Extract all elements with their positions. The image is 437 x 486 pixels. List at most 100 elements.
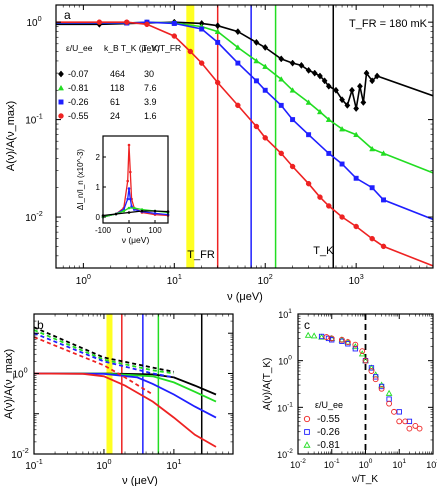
data-point [326,150,332,156]
y-tick-label: 100 [26,14,41,29]
inset-point [126,179,129,183]
legend-header-ratio: T_K/T_FR [142,43,181,53]
panel-c: 10-2 10-1 100 101 102 10-2 10-1 100 101 c ν/T_K A(ν… [262,308,437,485]
data-point [171,33,178,39]
x-axis-label-b: ν (μeV) [122,475,158,486]
data-point [396,418,403,425]
panel-label-b: b [37,318,44,332]
panel-b: 10-1 100 101 10-2 100 b ν (μeV) A(ν)/A(ν_max) [3,313,234,486]
legend-marker-blue [304,429,310,435]
data-point [298,61,305,69]
x-tick-label: 102 [426,458,437,470]
dashed-curve-black [34,326,175,373]
data-point [235,102,241,109]
inset-point [129,197,132,201]
inset-point [153,212,157,215]
data-point [339,125,346,132]
inset-curve-black [102,210,169,217]
inset-x-tick-label: 0 [127,226,132,235]
data-point [305,66,312,74]
data-point [326,203,332,209]
x-axis-label-c: ν/T_K [352,474,378,485]
panel-label-c: c [304,318,310,332]
y-tick-label: 10-1 [25,112,43,127]
data-point [262,63,269,69]
data-point [317,194,323,200]
data-point [402,418,409,425]
x-tick-label: 100 [96,457,111,472]
inset-point [126,197,129,201]
x-tick-label: 101 [166,457,181,472]
data-point [353,223,359,230]
inset-point [140,209,144,213]
data-point [253,78,259,84]
data-point [290,117,296,123]
data-point [406,425,413,432]
data-point [234,28,241,36]
data-point [362,357,369,364]
data-point [289,163,296,170]
data-point [380,243,387,250]
dashed-curve-green [34,329,175,375]
x-tick-label: 102 [258,272,273,287]
x-tick-label: 101 [167,272,182,287]
data-point [344,339,351,346]
x-tick-label: 100 [76,272,91,287]
x-tick-label: 100 [359,458,373,470]
data-point [372,374,379,380]
data-point [369,145,376,152]
data-point [369,235,375,242]
inset-x-tick-label: -100 [95,226,112,235]
data-point [253,123,260,130]
data-point [396,409,402,415]
legend-marker-red [303,415,311,423]
data-point [278,102,284,108]
data-point [338,336,345,343]
legend-marker-blue [58,99,64,105]
data-point [339,96,345,104]
data-point [215,39,221,45]
legend-marker-black [58,70,64,78]
y-tick-label: 10-2 [11,446,29,461]
solid-curve-red [34,372,217,448]
data-point [386,400,393,407]
data-point [381,197,386,203]
inset-point [132,206,136,210]
data-point [359,348,366,355]
legend-header-eps-c: ε/U_ee [315,400,343,410]
plot-frame-b [33,313,234,455]
inset-point [114,212,118,216]
data-point [344,101,351,109]
data-point [356,82,363,90]
data-point [385,389,393,396]
data-point [321,77,328,85]
x-axis-label-a: ν (μeV) [227,291,263,303]
data-point [368,368,375,374]
data-point [214,22,221,30]
data-point [171,20,177,26]
data-point [318,333,325,340]
data-point [339,161,345,167]
y-axis-label-b: A(ν)/A(ν_max) [3,349,15,419]
legend-ratio: 30 [144,69,154,79]
data-point [416,425,423,432]
legend-kbtk: 464 [110,69,125,79]
legend-eps: -0.26 [68,97,89,107]
data-point [386,396,392,402]
data-point [214,79,221,86]
plot-area-b [34,314,217,454]
y-tick-label: 100 [278,355,292,367]
legend-ratio: 3.9 [144,97,157,107]
data-point [304,331,312,338]
legend-label-c: -0.26 [317,427,340,438]
vline-label-tfr: T_FR [187,249,215,261]
data-point [262,135,268,141]
legend-ratio: 7.6 [144,83,157,93]
data-point [278,76,285,82]
data-point [124,19,130,25]
data-point [368,365,375,371]
data-point [325,116,332,122]
data-point [305,99,312,105]
inset-point [153,209,157,213]
